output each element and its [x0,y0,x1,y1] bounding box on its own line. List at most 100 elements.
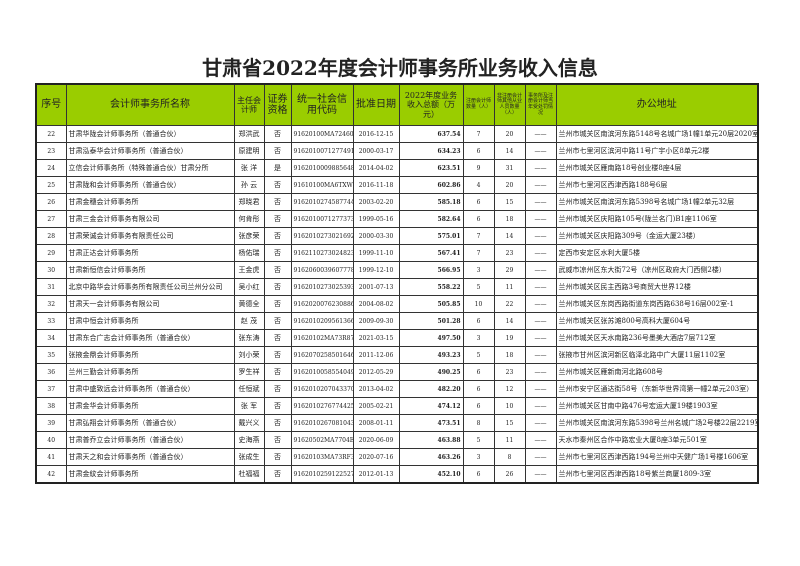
cell-revenue: 501.28 [398,312,464,330]
cell-approval-date: 2008-01-11 [352,414,400,432]
cell-director: 张 洋 [233,159,265,177]
cell-address: 兰州市安宁区通达街58号（东新华世界湾第一幢2单元203室） [555,380,759,398]
cell-director: 郑洪武 [233,125,265,143]
cell-securities: 否 [263,278,292,296]
cell-cpa-count: 3 [462,448,495,466]
cell-cpa-count: 6 [462,363,495,381]
cell-revenue: 637.54 [398,125,464,143]
cell-securities: 否 [263,125,292,143]
cell-securities: 否 [263,346,292,364]
cell-address: 兰州市城关区天水南路236号墨美大酒店7层712室 [555,329,759,347]
cell-director: 张彦荣 [233,227,265,245]
cell-securities: 否 [263,448,292,466]
cell-penalty: —— [524,431,557,449]
cell-penalty: —— [524,295,557,313]
cell-credit-code: 91620102591225278Y [290,465,354,484]
cell-securities: 否 [263,227,292,245]
cell-firm-name: 甘肃弘翔会计师事务所（普通合伙） [65,414,235,432]
cell-firm-name: 甘肃陇和会计师事务所（普通合伙） [65,176,235,194]
cell-director: 郑晓君 [233,193,265,211]
cell-cpa-count: 6 [462,210,495,228]
table-row: 29甘肃正达会计师事务所杨佑瑞否91621102730248231L1999-1… [35,244,759,262]
cell-cpa-count: 6 [462,193,495,211]
cell-index: 34 [35,329,67,347]
cell-firm-name: 甘肃新恒信会计师事务所 [65,261,235,279]
cell-penalty: —— [524,176,557,194]
cell-approval-date: 2003-02-20 [352,193,400,211]
cell-index: 38 [35,397,67,415]
cell-firm-name: 甘肃天一会计师事务有限公司 [65,295,235,313]
cell-revenue: 634.23 [398,142,464,160]
cell-revenue: 463.26 [398,448,464,466]
table-row: 37甘肃中盛致远会计师事务所（普通合伙）任恒斌否9162010207043370… [35,380,759,398]
cell-penalty: —— [524,193,557,211]
table-row: 39甘肃弘翔会计师事务所（普通合伙）戴兴义否916201026708104325… [35,414,759,432]
cell-address: 兰州市城关区南滨河东路5148号名城广场1幢1单元20层2020室 [555,125,759,143]
header-col-staff-count: 非注册会计师其他从业人员数量（人） [493,83,526,126]
cell-securities: 否 [263,431,292,449]
cell-firm-name: 甘肃天之和会计师事务所（普通合伙） [65,448,235,466]
cell-director: 赵 茂 [233,312,265,330]
cell-revenue: 497.50 [398,329,464,347]
cell-cpa-count: 10 [462,295,495,313]
cell-penalty: —— [524,244,557,262]
cell-cpa-count: 3 [462,329,495,347]
cell-index: 40 [35,431,67,449]
header-col-cpa-count: 注册会计师数量（人） [462,83,495,126]
cell-address: 兰州市七里河区西津西路194号兰州中天健广场1号楼1606室 [555,448,759,466]
cell-staff-count: 20 [493,125,526,143]
cell-approval-date: 1999-11-10 [352,244,400,262]
cell-approval-date: 2000-03-30 [352,227,400,245]
cell-cpa-count: 7 [462,227,495,245]
cell-index: 24 [35,159,67,177]
cell-cpa-count: 9 [462,159,495,177]
cell-director: 王金虎 [233,261,265,279]
cell-index: 37 [35,380,67,398]
header-col-approval-date: 批准日期 [352,83,400,126]
cell-index: 31 [35,278,67,296]
cell-securities: 否 [263,261,292,279]
cell-revenue: 493.23 [398,346,464,364]
cell-director: 张东涛 [233,329,265,347]
cell-address: 兰州市城关区庆阳路309号（金运大厦23楼） [555,227,759,245]
cell-firm-name: 甘肃中盛致远会计师事务所（普通合伙） [65,380,235,398]
cell-penalty: —— [524,363,557,381]
cell-approval-date: 2000-03-17 [352,142,400,160]
cell-securities: 否 [263,397,292,415]
cell-credit-code: 91620100585540494E [290,363,354,381]
cell-staff-count: 15 [493,193,526,211]
cell-revenue: 566.95 [398,261,464,279]
cell-cpa-count: 6 [462,397,495,415]
cell-revenue: 463.88 [398,431,464,449]
cell-penalty: —— [524,448,557,466]
cell-approval-date: 2004-08-02 [352,295,400,313]
cell-address: 天水市秦州区合作中路宏业大厦8座3单元501室 [555,431,759,449]
cell-securities: 是 [263,159,292,177]
cell-cpa-count: 6 [462,380,495,398]
table-row: 32甘肃天一会计师事务有限公司黄德全否916202007623088608200… [35,295,759,313]
cell-credit-code: 916201026708104325 [290,414,354,432]
cell-credit-code: 91620100098856488N [290,159,354,177]
cell-approval-date: 2012-05-29 [352,363,400,381]
cell-staff-count: 31 [493,159,526,177]
cell-director: 原建明 [233,142,265,160]
cell-address: 兰州市城关区庆阳路105号(陇兰名门)B1座1106室 [555,210,759,228]
table-row: 27甘肃三金会计师事务有限公司何肯彤否916201007127737300199… [35,210,759,228]
cell-staff-count: 10 [493,397,526,415]
cell-approval-date: 2014-04-02 [352,159,400,177]
cell-credit-code: 91620102767744259F [290,397,354,415]
cell-penalty: —— [524,227,557,245]
cell-firm-name: 北京中路华会计师事务所有限责任公司兰州分公司 [65,278,235,296]
cell-address: 兰州市城关区东岗西路街道东岗西路638号16层002室-1 [555,295,759,313]
header-col-securities: 证券资格 [263,83,292,126]
cell-address: 兰州市城关区民主西路3号商贸大世界12楼 [555,278,759,296]
cell-credit-code: 916201007127737300 [290,210,354,228]
cell-director: 罗生祥 [233,363,265,381]
cell-staff-count: 12 [493,380,526,398]
cell-securities: 否 [263,414,292,432]
cell-approval-date: 2016-12-15 [352,125,400,143]
cell-director: 史海燕 [233,431,265,449]
cell-staff-count: 11 [493,278,526,296]
cell-approval-date: 1999-12-10 [352,261,400,279]
